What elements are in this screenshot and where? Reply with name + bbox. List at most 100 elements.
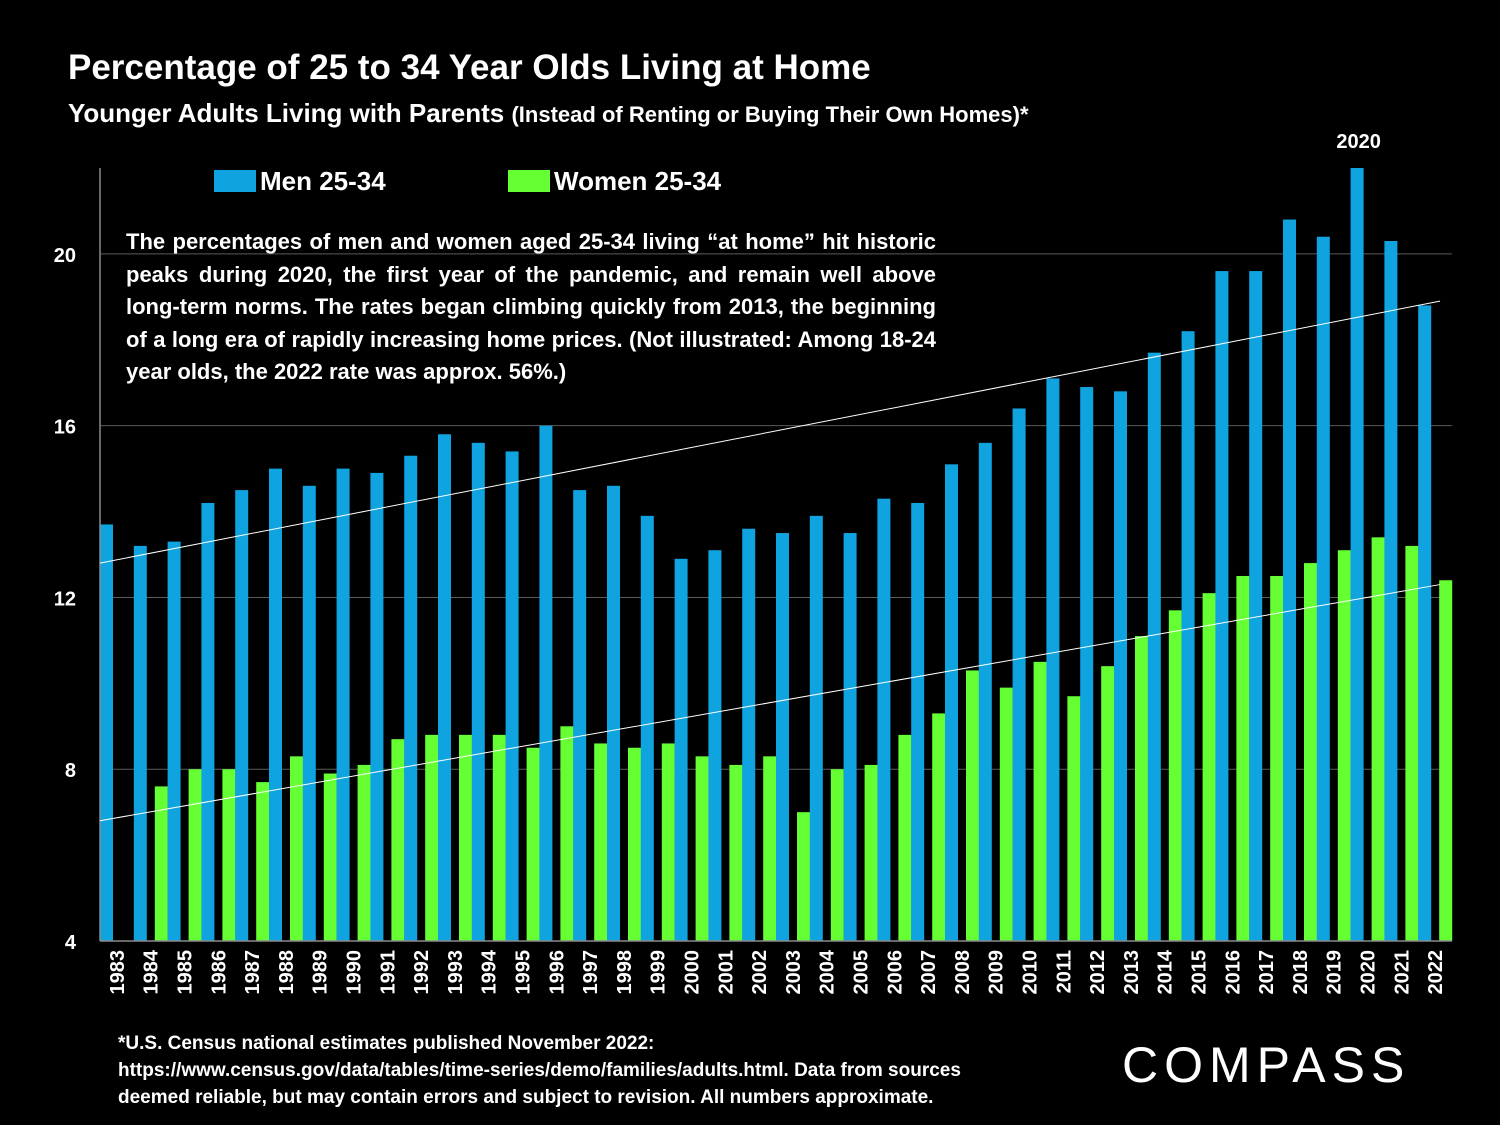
bar-women-2018 — [1304, 563, 1317, 941]
bar-men-1996 — [539, 425, 553, 942]
bar-women-1992 — [425, 734, 439, 941]
bar-men-1985 — [167, 541, 181, 941]
x-tick-label: 1990 — [344, 950, 366, 995]
bar-men-2008 — [945, 464, 958, 941]
legend-swatch-women — [508, 170, 550, 192]
bar-men-2020 — [1350, 168, 1364, 941]
bar-men-2007 — [911, 502, 925, 941]
x-tick-label: 2016 — [1222, 950, 1244, 995]
bar-women-2000 — [695, 756, 709, 941]
x-tick-label: 2003 — [783, 950, 805, 995]
bar-men-2009 — [978, 442, 992, 941]
bar-men-2015 — [1181, 331, 1195, 941]
bar-men-1989 — [302, 485, 316, 941]
bar-women-1998 — [628, 747, 641, 941]
bar-men-1983 — [100, 524, 113, 941]
bar-men-1993 — [438, 434, 451, 941]
x-tick-label: 1986 — [208, 950, 230, 995]
bar-women-1996 — [560, 726, 574, 941]
bar-women-2020 — [1371, 537, 1385, 941]
bar-men-2018 — [1283, 219, 1296, 942]
bar-men-2022 — [1418, 305, 1432, 941]
bar-women-1984 — [154, 786, 168, 941]
logo-text: COMPASS — [1122, 1037, 1410, 1092]
bar-men-1997 — [573, 490, 587, 941]
x-tick-label: 1993 — [445, 950, 467, 995]
bar-women-2005 — [864, 764, 878, 941]
bar-women-2002 — [763, 756, 777, 941]
bar-men-2014 — [1147, 352, 1161, 941]
x-tick-label: 2001 — [715, 950, 737, 995]
bar-women-2011 — [1067, 696, 1081, 941]
bar-men-1999 — [640, 515, 654, 941]
bar-men-1992 — [404, 455, 418, 941]
bar-men-2021 — [1384, 241, 1398, 941]
bar-men-2002 — [742, 528, 756, 941]
x-tick-label: 1983 — [107, 950, 129, 995]
bar-men-2019 — [1316, 236, 1330, 941]
bar-women-2017 — [1270, 575, 1284, 941]
bar-women-2010 — [1033, 661, 1047, 941]
bar-women-1990 — [357, 764, 371, 941]
y-tick-label: 4 — [65, 932, 77, 954]
x-tick-label: 2010 — [1020, 950, 1042, 995]
bar-men-1988 — [269, 468, 282, 941]
bar-women-2012 — [1101, 666, 1115, 941]
trendline-men — [99, 300, 1441, 564]
bar-men-1984 — [133, 545, 147, 941]
bar-men-1986 — [201, 502, 215, 941]
x-tick-label: 1994 — [479, 949, 501, 994]
trendline-women — [99, 584, 1441, 822]
bar-women-2003 — [797, 812, 810, 941]
chart-subtitle: Younger Adults Living with Parents (Inst… — [68, 98, 1029, 129]
subtitle-main: Younger Adults Living with Parents — [68, 98, 505, 128]
bar-women-2021 — [1405, 545, 1419, 941]
bar-women-2019 — [1337, 550, 1351, 941]
chart-title: Percentage of 25 to 34 Year Olds Living … — [68, 48, 871, 87]
x-tick-label: 1997 — [580, 950, 602, 995]
bar-women-2006 — [898, 734, 912, 941]
legend-swatch-men — [214, 170, 256, 192]
bar-men-2003 — [776, 533, 789, 941]
bar-men-1990 — [336, 468, 350, 941]
bar-women-1995 — [526, 747, 540, 941]
bar-women-2007 — [932, 713, 946, 941]
annotation-text: The percentages of men and women aged 25… — [126, 229, 936, 384]
x-tick-label: 2022 — [1425, 950, 1447, 995]
x-tick-label: 1985 — [175, 950, 197, 995]
bar-men-2016 — [1215, 271, 1229, 942]
x-tick-label: 1991 — [377, 950, 399, 995]
bar-men-2010 — [1012, 408, 1026, 941]
x-tick-label: 2020 — [1358, 950, 1380, 995]
bar-women-2013 — [1135, 636, 1148, 941]
y-tick-label: 16 — [54, 417, 76, 439]
x-tick-label: 2006 — [884, 950, 906, 995]
bar-women-1985 — [188, 769, 202, 941]
bar-women-1994 — [492, 734, 506, 941]
x-tick-label: 2002 — [749, 950, 771, 995]
bar-men-2013 — [1114, 391, 1127, 941]
bar-men-1994 — [471, 442, 485, 941]
bar-women-2015 — [1202, 593, 1216, 941]
bar-women-1991 — [391, 739, 405, 941]
bar-women-1986 — [222, 769, 236, 941]
subtitle-paren: (Instead of Renting or Buying Their Own … — [511, 102, 1029, 127]
x-tick-label: 2012 — [1087, 950, 1109, 995]
compass-logo: COMPASS — [1122, 1037, 1410, 1092]
bar-women-2022 — [1439, 580, 1453, 941]
x-tick-label: 2015 — [1189, 950, 1211, 995]
x-tick-label: 1984 — [141, 949, 163, 994]
x-tick-label: 2005 — [851, 950, 873, 995]
x-tick-label: 2014 — [1155, 949, 1177, 994]
bar-women-1989 — [323, 773, 337, 941]
bar-women-2016 — [1236, 575, 1250, 941]
x-tick-label: 2007 — [918, 950, 940, 995]
x-tick-label: 2013 — [1121, 950, 1143, 995]
y-tick-label: 20 — [54, 245, 76, 267]
x-tick-label: 2019 — [1324, 950, 1346, 995]
footnote-line-2: https://www.census.gov/data/tables/time-… — [118, 1060, 961, 1081]
footnote: *U.S. Census national estimates publishe… — [118, 1030, 1078, 1111]
bar-men-2012 — [1080, 387, 1094, 941]
bar-women-2004 — [830, 769, 844, 941]
bar-women-2014 — [1168, 610, 1182, 941]
